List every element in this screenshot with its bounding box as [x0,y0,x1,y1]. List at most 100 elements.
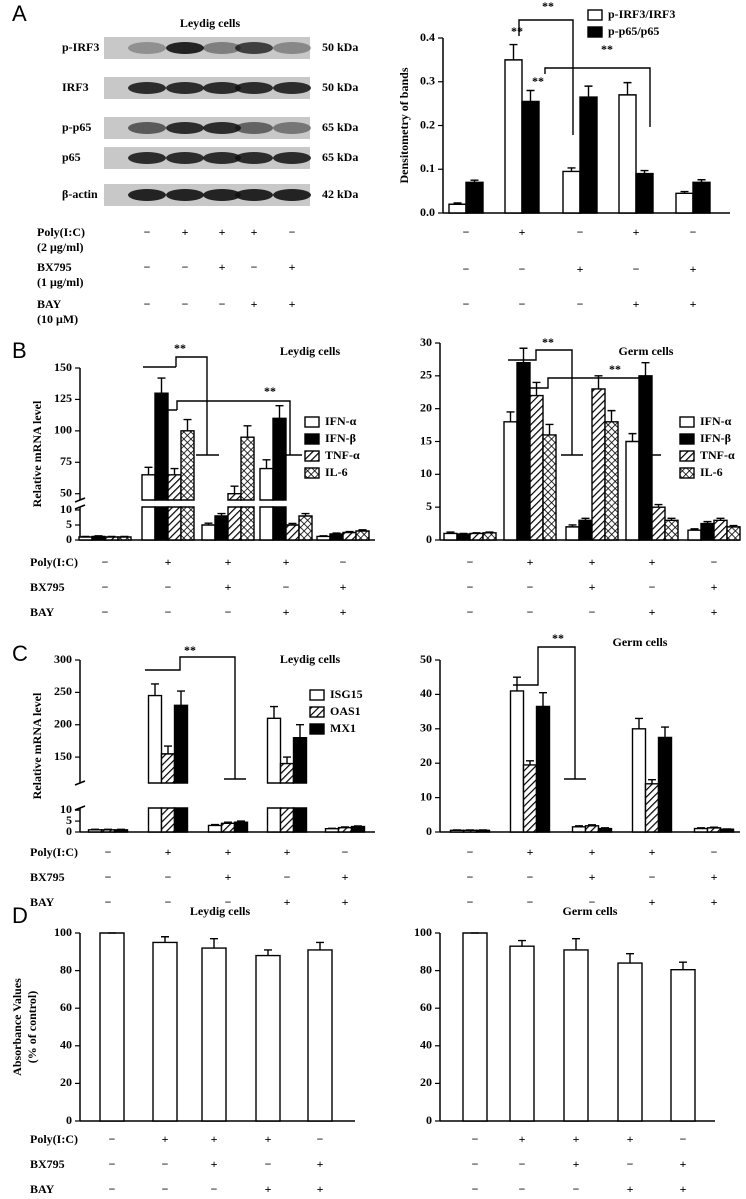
bar [562,170,581,214]
legend-swatch [587,26,603,38]
bar [443,532,458,541]
treatment-sign: + [711,870,718,884]
bar [719,828,735,833]
bar [521,100,540,214]
significance-bracket [513,646,586,780]
bar [316,535,331,541]
bar [180,430,195,541]
treatment-sign: − [589,895,596,909]
treatment-sign: − [472,1132,479,1146]
legend-swatch [309,689,325,701]
band-size: 50 kDa [322,40,358,54]
significance: ** [174,341,186,355]
legend-swatch [679,433,695,445]
treatment-sign: + [251,225,258,239]
bar [207,824,223,833]
treatment-sign: + [680,1182,687,1196]
legend-label: IFN-β [700,431,731,445]
treatment-label: (2 μg/ml) [37,240,83,254]
treatment-sign: − [225,605,232,619]
error-bar [288,522,297,525]
error-bar [661,726,669,738]
bar [307,949,333,1122]
significance: ** [511,24,523,38]
chart-title: Leydig cells [190,904,251,918]
error-bar [217,512,226,516]
blot-band [203,189,241,201]
y-tick-label: 0.1 [420,161,435,175]
y-tick-label: 10 [60,802,72,816]
treatment-sign: − [527,870,534,884]
legend-label: MX1 [330,721,356,735]
error-bar [526,760,534,765]
significance-bracket [518,19,574,135]
error-bar [341,826,349,828]
bar [240,436,255,541]
bar [469,532,484,541]
treatment-sign: − [463,225,470,239]
error-bar [224,821,232,824]
error-bar [680,190,689,194]
treatment-sign: + [711,580,718,594]
y-axis-label: Relative mRNA level [30,692,44,799]
treatment-sign: − [144,260,151,274]
blot-band [203,152,241,164]
treatment-label: (1 μg/ml) [37,275,83,289]
y-tick-label: 0.0 [420,205,435,219]
blot-band [273,189,311,201]
legend-label: p-p65/p65 [608,24,659,38]
bar [670,968,696,1122]
treatment-sign: − [519,297,526,311]
bar [220,822,236,833]
treatment-sign: − [467,605,474,619]
error-bar [648,779,656,784]
y-tick-label: 40 [420,1038,432,1052]
bar [117,536,132,541]
y-tick-label: 40 [420,686,432,700]
treatment-sign: + [251,297,258,311]
y-tick-label: 5 [426,499,432,513]
bar [618,94,637,214]
treatment-label: BX795 [30,1157,65,1171]
treatment-sign: + [589,870,596,884]
treatment-label: BAY [30,895,55,909]
error-bar [120,535,129,538]
error-bar [729,524,738,527]
y-tick-label: 20 [420,1075,432,1089]
treatment-sign: + [289,297,296,311]
chart-title: Germ cells [563,904,618,918]
legend-label: IFN-α [325,414,357,428]
bar [465,181,484,214]
y-tick-label: 25 [420,368,432,382]
treatment-sign: + [225,580,232,594]
panel-label: C [12,641,28,666]
error-bar [296,724,304,738]
blot-title: Leydig cells [180,16,241,30]
error-bar [230,485,239,494]
error-bar [690,528,699,531]
chart-title: Germ cells [619,344,674,358]
bar [167,474,182,541]
error-bar [601,827,609,829]
legend-label: p-IRF3/IRF3 [608,7,675,21]
y-tick-label: 60 [420,1000,432,1014]
bar [509,690,525,833]
treatment-label: Poly(I:C) [30,555,78,569]
bar [233,821,249,833]
error-bar [459,532,468,535]
band-size: 50 kDa [322,80,358,94]
significance: ** [542,335,554,349]
significance: ** [609,362,621,376]
treatment-sign: + [211,1157,218,1171]
bar [99,932,125,1122]
treatment-sign: − [472,1182,479,1196]
bar [201,524,216,541]
y-tick-label: 0 [426,824,432,838]
y-tick-label: 60 [60,1000,72,1014]
treatment-sign: + [589,845,596,859]
treatment-sign: + [573,1132,580,1146]
error-bar [509,43,518,60]
y-axis-label: Relative mRNA level [30,400,44,507]
blot-band [235,42,273,54]
